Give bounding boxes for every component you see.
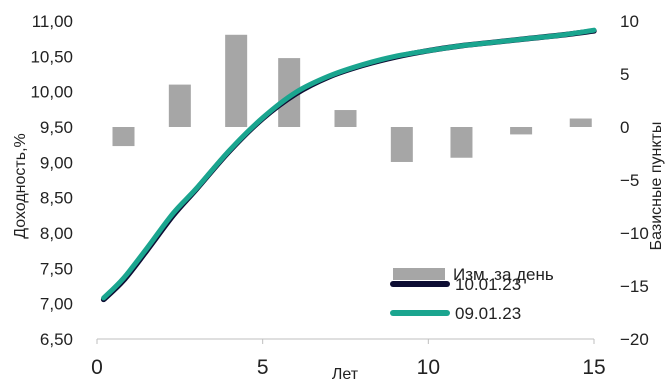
y-left-tick-label-6: 9,50: [40, 118, 73, 137]
bar-7: [510, 127, 533, 135]
y-left-tick-label-4: 8,50: [40, 189, 73, 208]
y-right-tick-label-0: −20: [620, 330, 649, 349]
y-right-tick-label-5: 5: [620, 65, 629, 84]
y-right-tick-label-4: 0: [620, 118, 629, 137]
series-line-2: [101, 27, 597, 301]
bar-6: [450, 127, 473, 158]
bars-layer: [112, 34, 592, 162]
y-left-tick-label-1: 7,00: [40, 295, 73, 314]
y-right-tick-label-3: −5: [620, 171, 639, 190]
bar-8: [569, 118, 592, 127]
y-left-tick-label-9: 11,00: [32, 12, 73, 31]
bar-2: [225, 34, 248, 127]
legend: Изм. за день 10.01.23 09.01.23: [390, 265, 554, 323]
y-left-tick-label-7: 10,00: [30, 83, 73, 102]
bar-3: [278, 58, 301, 127]
y-left-tick-label-2: 7,50: [40, 259, 73, 278]
y-left-tick-label-5: 9,00: [40, 153, 73, 172]
legend-label-line-2: 09.01.23: [455, 304, 521, 323]
legend-item-line-1: 10.01.23: [390, 275, 521, 294]
legend-item-bar: Изм. за день: [393, 265, 554, 284]
bar-4: [334, 110, 357, 127]
lines-layer: [100, 27, 597, 303]
y-left-tick-label-8: 10,50: [30, 47, 73, 66]
x-tick-label-2: 10: [417, 356, 440, 379]
y-left-tick-label-0: 6,50: [40, 330, 73, 349]
x-axis-title: Лет: [332, 366, 359, 381]
x-tick-label-0: 0: [91, 356, 103, 379]
legend-swatch-bar: [393, 268, 445, 280]
axes-layer: 0 5 10 15 6,50 7,00 7,50 8,00 8,50 9,00 9,50 10,00 1…: [30, 12, 648, 379]
legend-label-bar: Изм. за день: [453, 265, 554, 284]
bar-5: [390, 127, 413, 162]
bar-0: [112, 127, 135, 147]
y-axis-right-title: Базисные пункты: [648, 122, 665, 251]
x-tick-label-1: 5: [257, 356, 269, 379]
y-right-tick-label-2: −10: [620, 224, 649, 243]
legend-label-line-1: 10.01.23: [455, 275, 521, 294]
y-axis-left-title: Доходность,%: [12, 133, 29, 239]
y-right-tick-label-6: 10: [620, 12, 639, 31]
y-right-tick-label-1: −15: [620, 277, 649, 296]
legend-item-line-2: 09.01.23: [390, 304, 521, 323]
x-tick-label-3: 15: [582, 356, 605, 379]
bar-1: [168, 84, 191, 127]
y-left-tick-label-3: 8,00: [40, 224, 73, 243]
